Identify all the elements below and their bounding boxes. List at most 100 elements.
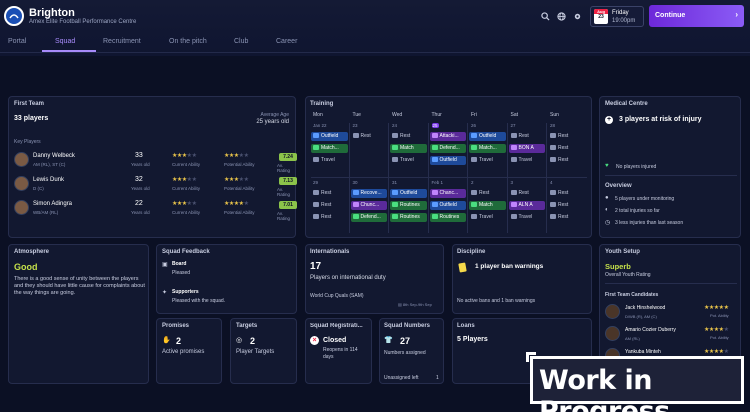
squad-feedback-panel[interactable]: Squad Feedback ▣ Board Pleased ✦ Support… bbox=[156, 244, 297, 314]
candidate-name[interactable]: Amario Cozier Duberry bbox=[625, 327, 676, 333]
atmosphere-panel[interactable]: Atmosphere Good There is a good sense of… bbox=[8, 244, 149, 384]
candidate-position: AM (RL) bbox=[625, 336, 640, 341]
youth-candidate-row[interactable]: Amario Cozier Duberry AM (RL) ★★★★★ Pot. Ab… bbox=[600, 325, 740, 345]
continue-button[interactable]: Continue › bbox=[649, 5, 744, 27]
settings-gear-icon[interactable] bbox=[573, 12, 582, 21]
session-label: Chanc... bbox=[439, 190, 459, 196]
training-session[interactable]: Chunc... bbox=[350, 201, 387, 210]
promises-panel[interactable]: Promises ✋ 2 Active promises bbox=[156, 318, 222, 384]
medical-centre-panel[interactable]: Medical Centre + 3 players at risk of in… bbox=[599, 96, 741, 238]
closed-x-icon: × bbox=[310, 336, 319, 345]
training-session[interactable]: Rest bbox=[548, 189, 585, 198]
potential-ability-stars: ★★★★★ bbox=[704, 305, 729, 311]
training-session[interactable]: Outfield bbox=[429, 156, 466, 165]
club-name[interactable]: Brighton bbox=[29, 7, 75, 19]
key-player-row[interactable]: Danny Welbeck AM (RL), ST (C) 33 Years old ★… bbox=[9, 151, 297, 173]
player-name[interactable]: Danny Welbeck bbox=[33, 153, 75, 159]
overview-item: 5 players under monitoring bbox=[615, 196, 675, 202]
current-ability-stars: ★★★★★ bbox=[172, 153, 197, 159]
squad-registration-panel[interactable]: Squad Registrati... × Closed Reopens in … bbox=[305, 318, 372, 384]
training-session[interactable]: Travel bbox=[509, 156, 546, 165]
training-session[interactable]: Rest bbox=[548, 144, 585, 153]
key-player-row[interactable]: Lewis Dunk D (C) 32 Years old ★★★★★ Current A… bbox=[9, 175, 297, 197]
training-session[interactable]: Match... bbox=[469, 144, 506, 153]
training-session[interactable]: Rest bbox=[390, 132, 427, 141]
training-session[interactable]: Rest bbox=[311, 213, 348, 222]
candidate-name[interactable]: Jack Hinshelwood bbox=[625, 305, 666, 311]
internationals-panel[interactable]: Internationals 17 Players on internation… bbox=[305, 244, 444, 314]
training-session[interactable]: Attacki... bbox=[429, 132, 466, 141]
discipline-panel[interactable]: Discipline 1 player ban warnings No acti… bbox=[452, 244, 592, 314]
training-session[interactable]: Defend... bbox=[350, 213, 387, 222]
session-label: Defend... bbox=[360, 214, 381, 220]
player-age: 22 bbox=[135, 200, 143, 207]
training-session[interactable]: Travel bbox=[509, 213, 546, 222]
tab-on-the-pitch[interactable]: On the pitch bbox=[169, 38, 207, 45]
training-session[interactable]: Recove... bbox=[350, 189, 387, 198]
training-session[interactable]: Match bbox=[390, 144, 427, 153]
training-session[interactable]: Outfield bbox=[390, 189, 427, 198]
training-session[interactable]: Routines bbox=[390, 201, 427, 210]
first-team-panel[interactable]: First Team 33 players Average Age 25 yea… bbox=[8, 96, 297, 238]
training-session[interactable]: Rest bbox=[548, 213, 585, 222]
training-session[interactable]: Rest bbox=[509, 189, 546, 198]
training-session[interactable]: Rest bbox=[548, 132, 585, 141]
training-session[interactable]: Routines bbox=[429, 213, 466, 222]
training-session[interactable]: Rest bbox=[469, 189, 506, 198]
globe-icon[interactable] bbox=[557, 12, 566, 21]
medical-centre-title: Medical Centre bbox=[605, 101, 648, 107]
training-session[interactable]: ALN A bbox=[508, 201, 545, 210]
training-session[interactable]: Rest bbox=[351, 132, 388, 141]
internationals-label: Players on international duty bbox=[310, 275, 386, 281]
key-player-row[interactable]: Simon Adingra WB/AM (RL) 22 Years old ★★★★★ C… bbox=[9, 199, 297, 221]
potential-ability-stars: ★★★★★ bbox=[224, 201, 249, 207]
search-icon[interactable] bbox=[541, 12, 550, 21]
training-session[interactable]: Routines bbox=[390, 213, 427, 222]
discipline-title: Discipline bbox=[457, 249, 486, 255]
average-rating-label: Av. Rating bbox=[277, 211, 291, 221]
training-session[interactable]: Rest bbox=[509, 132, 546, 141]
tab-portal[interactable]: Portal bbox=[8, 38, 27, 45]
club-crest-icon[interactable] bbox=[4, 6, 24, 26]
session-label: Outfield bbox=[400, 190, 418, 196]
session-type-icon bbox=[510, 133, 517, 138]
player-name[interactable]: Lewis Dunk bbox=[33, 177, 65, 183]
training-session[interactable]: Outfield bbox=[469, 132, 506, 141]
training-session[interactable]: Rest bbox=[548, 201, 585, 210]
training-session[interactable]: Rest bbox=[548, 156, 585, 165]
youth-candidate-row[interactable]: Jack Hinshelwood D/WB (R), AM (C) ★★★★★ Pot… bbox=[600, 303, 740, 323]
tab-recruitment[interactable]: Recruitment bbox=[103, 38, 141, 45]
training-session[interactable]: Travel bbox=[469, 156, 506, 165]
training-session[interactable]: Match bbox=[469, 201, 506, 210]
training-session[interactable]: Travel bbox=[469, 213, 506, 222]
session-label: Chunc... bbox=[360, 202, 380, 208]
targets-panel[interactable]: Targets ◎ 2 Player Targets bbox=[230, 318, 297, 384]
overview-label: Overview bbox=[605, 183, 632, 189]
training-session[interactable]: Travel bbox=[311, 156, 348, 165]
average-age-label: Average Age bbox=[260, 112, 289, 118]
medical-cross-icon: + bbox=[605, 116, 613, 124]
training-session[interactable]: Travel bbox=[390, 156, 427, 165]
arrow-right-icon: › bbox=[735, 10, 738, 19]
session-type-icon bbox=[431, 214, 438, 219]
average-rating-badge: 7.01 bbox=[279, 201, 297, 209]
candidate-name[interactable]: Yankuba Minteh bbox=[625, 349, 661, 355]
calendar-date-widget[interactable]: Aug 23 Friday 19:00pm bbox=[590, 6, 644, 27]
training-session[interactable]: Outfield bbox=[429, 201, 466, 210]
training-session[interactable]: Rest bbox=[311, 189, 348, 198]
training-session[interactable]: Rest bbox=[311, 201, 348, 210]
training-session[interactable]: Chanc... bbox=[429, 189, 466, 198]
training-session[interactable]: Match... bbox=[311, 144, 348, 153]
tab-club[interactable]: Club bbox=[234, 38, 249, 45]
player-name[interactable]: Simon Adingra bbox=[33, 201, 73, 207]
training-date: 23 bbox=[352, 123, 358, 128]
squad-numbers-panel[interactable]: Squad Numbers 👕 27 Numbers assigned Unas… bbox=[379, 318, 444, 384]
tab-squad[interactable]: Squad bbox=[55, 38, 76, 45]
unassigned-label: Unassigned left bbox=[384, 375, 419, 381]
tab-career[interactable]: Career bbox=[276, 38, 298, 45]
training-session[interactable]: BON A bbox=[508, 144, 545, 153]
training-session[interactable]: Defend... bbox=[429, 144, 466, 153]
training-panel[interactable]: Training Mon Tue Wed Thur Fri Sat Sun Jan 22 Out… bbox=[305, 96, 592, 238]
injured-status: No players injured bbox=[616, 164, 657, 170]
training-session[interactable]: Outfield bbox=[311, 132, 348, 141]
